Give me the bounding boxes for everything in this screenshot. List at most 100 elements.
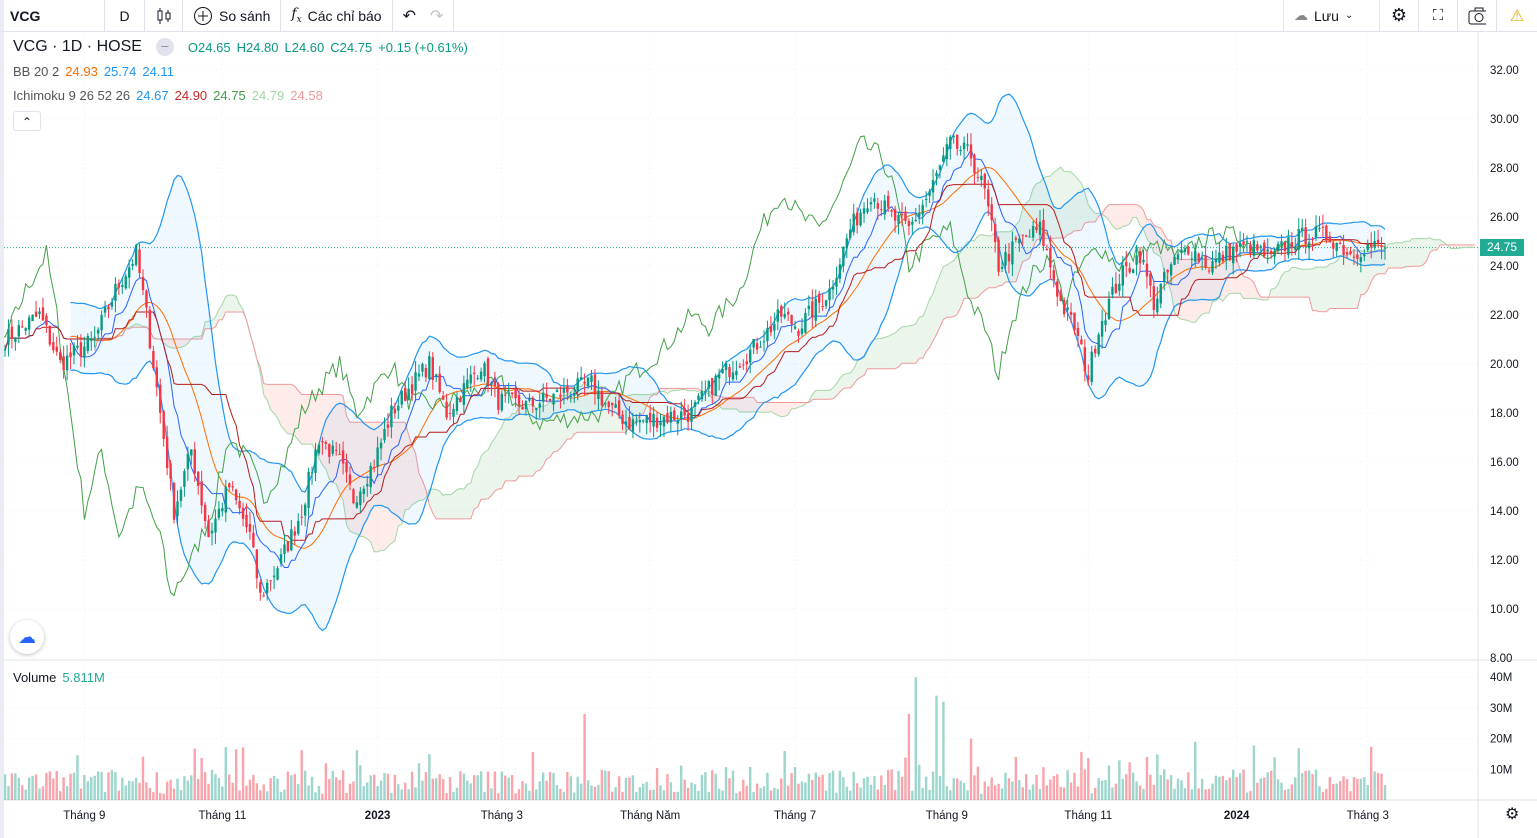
- candle-body: [59, 352, 62, 361]
- interval-button[interactable]: D: [105, 0, 145, 32]
- candle-body: [431, 357, 434, 380]
- volume-bar: [797, 783, 800, 800]
- candle-body: [41, 307, 45, 321]
- volume-bar: [914, 677, 917, 800]
- save-button[interactable]: ☁ Lưu ⌄: [1283, 0, 1380, 32]
- ichimoku-cloud-segment: [1195, 259, 1199, 323]
- price-tick-label: 26.00: [1490, 212, 1519, 224]
- volume-bar: [493, 771, 497, 800]
- candle-body: [921, 204, 924, 215]
- ichimoku-cloud-segment: [770, 402, 775, 414]
- candle-body: [65, 355, 69, 371]
- chart-type-button[interactable]: [145, 0, 183, 32]
- volume-bar: [466, 780, 469, 800]
- price-chart[interactable]: 32.00 30.00 28.00 26.00 24.00 22.00 20.00 18.00…: [4, 32, 1537, 838]
- volume-bar: [414, 787, 417, 800]
- candle-body: [1059, 294, 1062, 302]
- candle-body: [1214, 258, 1218, 263]
- warning-button[interactable]: ⚠: [1497, 0, 1537, 32]
- volume-bar: [210, 769, 214, 800]
- compare-button[interactable]: So sánh: [183, 0, 282, 32]
- candle-body: [1370, 244, 1373, 248]
- candle-body: [542, 392, 545, 402]
- volume-bar: [114, 772, 117, 800]
- candle-body: [310, 472, 314, 474]
- candle-body: [611, 402, 614, 406]
- candle-body: [566, 385, 569, 393]
- ichimoku-cloud-segment: [1215, 259, 1220, 301]
- ichimoku-cloud-segment: [177, 338, 181, 348]
- volume-bar: [1245, 792, 1249, 800]
- volume-bar: [145, 782, 148, 800]
- volume-bar: [297, 784, 300, 800]
- ichimoku-cloud-segment: [1371, 251, 1375, 282]
- volume-bar: [566, 772, 569, 800]
- candle-body: [14, 337, 17, 342]
- ichimoku-cloud-segment: [1115, 204, 1120, 230]
- volume-bar: [176, 778, 179, 800]
- ichimoku-cloud-segment: [691, 388, 695, 391]
- volume-bar: [338, 779, 341, 800]
- candle-body: [935, 172, 938, 177]
- ichimoku-label: Ichimoku 9 26 52 26: [13, 88, 131, 103]
- volume-bar: [800, 781, 804, 800]
- tradingview-logo[interactable]: ☁: [10, 620, 44, 654]
- volume-bar: [1173, 788, 1176, 800]
- candle-body: [1232, 246, 1235, 264]
- legend-volume[interactable]: Volume 5.811M: [13, 670, 105, 685]
- ichimoku-cloud-segment: [1467, 244, 1472, 248]
- ichimoku-cloud-segment: [1109, 204, 1113, 226]
- ichimoku-cloud-segment: [1067, 171, 1072, 235]
- candle-body: [272, 575, 276, 578]
- volume-bar: [335, 777, 338, 800]
- candle-body: [448, 412, 452, 414]
- screenshot-button[interactable]: [1458, 0, 1497, 32]
- candle-body: [538, 403, 541, 408]
- volume-bar: [1114, 783, 1118, 800]
- time-axis-settings-icon[interactable]: ⚙: [1505, 806, 1520, 823]
- ichimoku-cloud-segment: [1347, 253, 1351, 309]
- undo-icon[interactable]: ↶: [402, 7, 416, 25]
- collapse-legend-button[interactable]: ⌃: [13, 111, 41, 131]
- legend-ichimoku[interactable]: Ichimoku 9 26 52 26 24.67 24.90 24.75 24…: [13, 88, 323, 103]
- candle-body: [1114, 283, 1118, 293]
- ichimoku-cloud-segment: [1053, 170, 1058, 239]
- ichimoku-cloud-segment: [812, 390, 816, 400]
- volume-bar: [1145, 756, 1149, 800]
- ichimoku-cloud-segment: [588, 387, 592, 433]
- ichimoku-cloud-segment: [419, 473, 423, 501]
- volume-bar: [200, 757, 203, 800]
- indicators-button[interactable]: fx Các chỉ báo: [281, 0, 393, 32]
- candle-body: [724, 363, 728, 370]
- settings-button[interactable]: ⚙: [1380, 0, 1419, 32]
- symbol-search-button[interactable]: VCG: [0, 0, 105, 32]
- volume-bar: [617, 776, 621, 800]
- candle-body: [303, 504, 307, 516]
- redo-icon[interactable]: ↷: [429, 7, 444, 25]
- ichimoku-cloud-segment: [1229, 259, 1234, 294]
- time-tick-label: 2024: [1224, 810, 1250, 822]
- candle-body: [207, 520, 210, 537]
- candle-body: [1176, 254, 1180, 260]
- candle-body: [186, 453, 190, 470]
- volume-bar: [924, 776, 928, 800]
- fullscreen-button[interactable]: ⛶: [1419, 0, 1458, 32]
- volume-bar: [52, 778, 55, 800]
- volume-bar: [1142, 788, 1145, 800]
- candle-body: [973, 155, 976, 174]
- volume-bar: [1214, 775, 1218, 800]
- ichimoku-base-value: 24.90: [174, 88, 208, 103]
- ichimoku-cloud-segment: [1015, 221, 1020, 282]
- hide-legend-button[interactable]: –: [155, 38, 174, 56]
- candle-body: [918, 212, 921, 217]
- candle-body: [545, 393, 548, 398]
- candle-body: [1259, 246, 1262, 249]
- volume-bar: [400, 789, 403, 800]
- candle-body: [1007, 253, 1011, 262]
- volume-bar: [1242, 769, 1245, 800]
- volume-bar: [10, 773, 14, 800]
- volume-tick-label: 20M: [1490, 734, 1512, 746]
- ichimoku-cloud-segment: [550, 401, 554, 458]
- legend-bb[interactable]: BB 20 2 24.93 25.74 24.11: [13, 64, 174, 79]
- candle-body: [1359, 257, 1363, 262]
